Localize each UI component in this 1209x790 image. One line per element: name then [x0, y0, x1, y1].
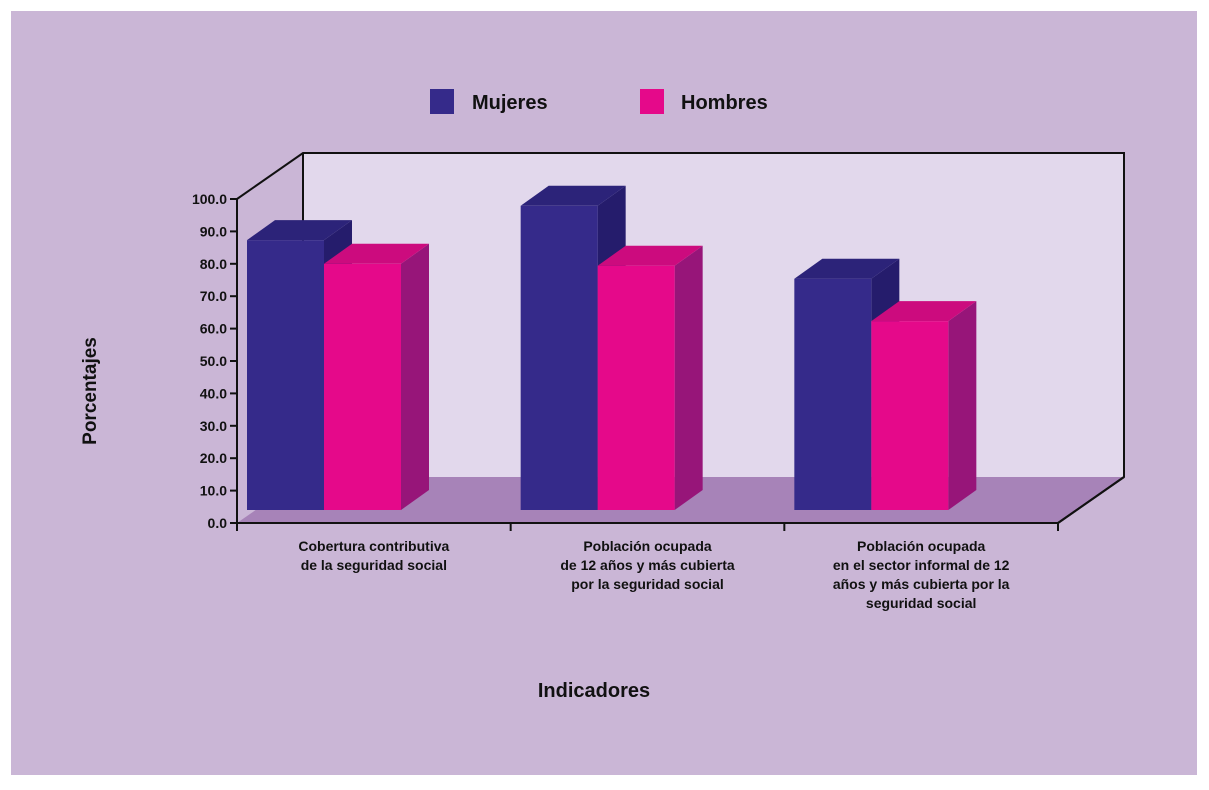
- legend-swatch-hombres: [640, 89, 664, 114]
- bar-top: [324, 243, 429, 264]
- legend-label-mujeres: Mujeres: [472, 92, 548, 114]
- bar-top: [520, 185, 626, 206]
- y-tick-label: 80.0: [200, 256, 227, 272]
- bar-top: [871, 301, 977, 322]
- legend-swatch-mujeres: [430, 89, 454, 114]
- y-tick-label: 10.0: [200, 483, 227, 499]
- floor-edge: [1057, 476, 1125, 524]
- bar-front: [324, 263, 401, 510]
- bar-front: [520, 205, 598, 511]
- bar-chart: 0.0 10.0 20.0 30.0 40.0 50.0 60.0 70.0 80.0 90.0 1…: [11, 11, 1197, 775]
- x-tick-label: Población ocupada en el sector informal d…: [833, 538, 1010, 611]
- bar-top: [794, 258, 900, 279]
- y-tick-label: 50.0: [200, 353, 227, 369]
- legend: Mujeres Hombres: [430, 89, 768, 114]
- x-axis-title: Indicadores: [538, 680, 650, 702]
- y-tick-label: 40.0: [200, 385, 227, 401]
- y-tick-label: 30.0: [200, 418, 227, 434]
- bar-front: [871, 321, 949, 510]
- bar-front: [597, 265, 675, 510]
- x-tick-label: Cobertura contributiva de la seguridad so…: [298, 538, 449, 573]
- legend-label-hombres: Hombres: [681, 92, 768, 114]
- x-axis: Cobertura contributiva de la seguridad so…: [236, 153, 1125, 611]
- y-tick-label: 100.0: [192, 191, 227, 207]
- bar-side: [674, 245, 703, 510]
- bar-top: [247, 220, 352, 241]
- chart-panel: 0.0 10.0 20.0 30.0 40.0 50.0 60.0 70.0 80.0 90.0 1…: [11, 11, 1197, 775]
- y-tick-label: 0.0: [208, 515, 228, 531]
- bar-front: [794, 278, 872, 510]
- x-tick-label: Población ocupada de 12 años y más cubier…: [560, 538, 735, 592]
- y-axis-title: Porcentajes: [80, 337, 101, 445]
- y-tick-label: 70.0: [200, 288, 227, 304]
- bar-hombres: [597, 245, 703, 510]
- bar-hombres: [871, 301, 977, 510]
- bar-top: [597, 245, 703, 266]
- y-tick-label: 60.0: [200, 321, 227, 337]
- bar-hombres: [324, 243, 429, 510]
- y-tick-label: 90.0: [200, 223, 227, 239]
- y-axis: 0.0 10.0 20.0 30.0 40.0 50.0 60.0 70.0 80.0 90.0 1…: [192, 191, 238, 531]
- y-tick-label: 20.0: [200, 450, 227, 466]
- bars: [247, 185, 977, 511]
- bar-side: [948, 301, 977, 510]
- bar-front: [247, 240, 324, 511]
- bar-side: [401, 243, 429, 510]
